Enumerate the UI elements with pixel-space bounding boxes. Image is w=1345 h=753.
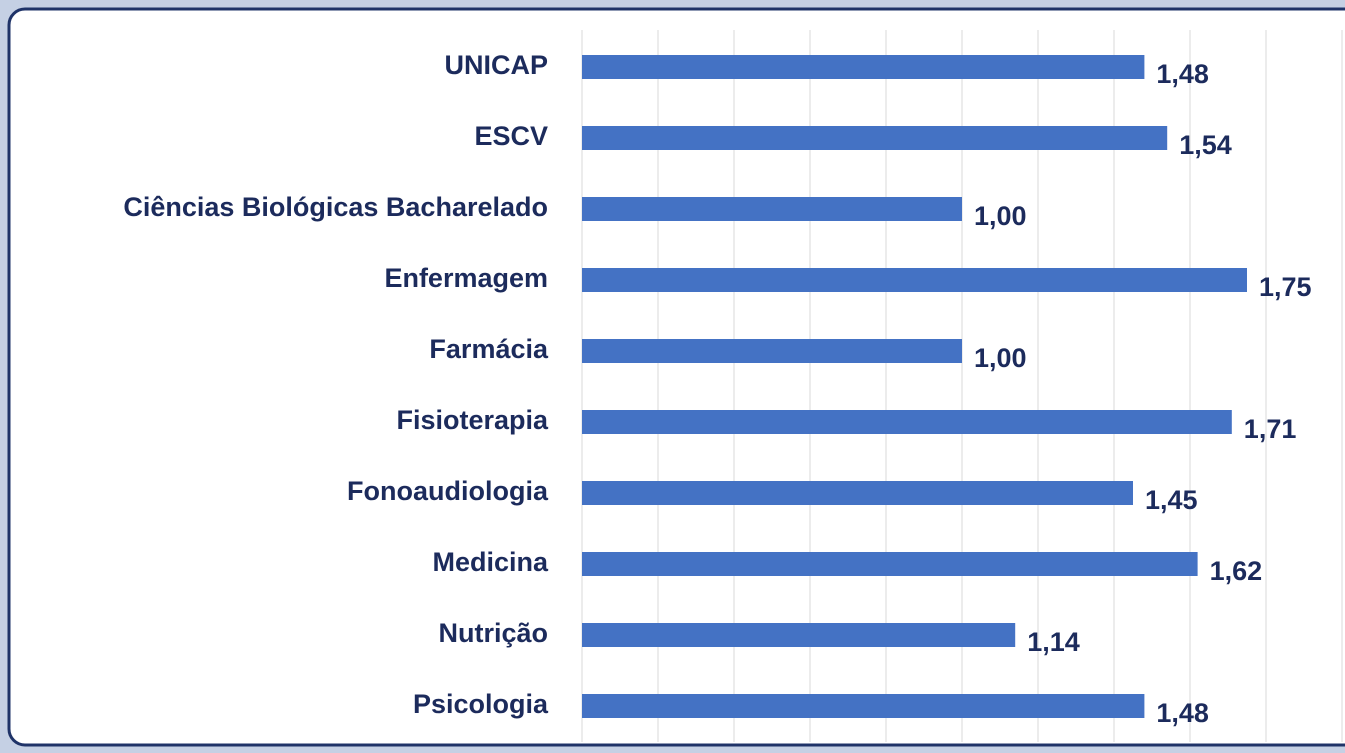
bar xyxy=(582,339,962,363)
value-label: 1,48 xyxy=(1156,698,1209,728)
value-label: 1,75 xyxy=(1259,272,1312,302)
category-label: Fisioterapia xyxy=(396,405,549,435)
value-label: 1,14 xyxy=(1027,627,1080,657)
category-label: Medicina xyxy=(432,547,549,577)
category-label: ESCV xyxy=(474,121,548,151)
category-label: UNICAP xyxy=(444,50,548,80)
value-label: 1,71 xyxy=(1244,414,1297,444)
bar xyxy=(582,694,1145,718)
category-label: Farmácia xyxy=(429,334,549,364)
bar xyxy=(582,623,1016,647)
category-label: Fonoaudiologia xyxy=(347,476,549,506)
bar xyxy=(582,126,1168,150)
bar xyxy=(582,481,1133,505)
value-label: 1,62 xyxy=(1210,556,1263,586)
category-label: Ciências Biológicas Bacharelado xyxy=(123,192,548,222)
value-label: 1,48 xyxy=(1156,59,1209,89)
bar xyxy=(582,197,962,221)
category-label: Psicologia xyxy=(413,689,549,719)
value-label: 1,45 xyxy=(1145,485,1198,515)
value-label: 1,00 xyxy=(974,201,1027,231)
bar xyxy=(582,55,1145,79)
category-label: Enfermagem xyxy=(384,263,548,293)
value-label: 1,54 xyxy=(1179,130,1232,160)
bar xyxy=(582,268,1247,292)
bar xyxy=(582,552,1198,576)
value-label: 1,00 xyxy=(974,343,1027,373)
category-label: Nutrição xyxy=(438,618,548,648)
bar xyxy=(582,410,1232,434)
